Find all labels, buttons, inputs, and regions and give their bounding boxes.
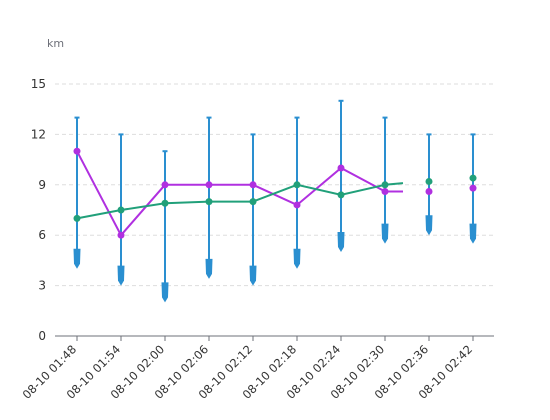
series-lines: [73, 147, 477, 239]
range-arrowhead: [249, 265, 257, 286]
purple-series-point: [117, 231, 125, 239]
y-axis-label: km: [47, 37, 64, 50]
range-arrowhead: [469, 223, 477, 244]
range-arrows: [73, 99, 477, 303]
purple-series-point: [293, 201, 301, 209]
purple-series-point: [205, 181, 213, 189]
y-tick-label: 15: [31, 77, 46, 91]
green-series-point: [337, 191, 345, 199]
y-tick-label: 6: [38, 228, 46, 242]
grid-lines: [55, 83, 494, 287]
y-tick-label: 3: [38, 279, 46, 293]
y-tick-label: 0: [38, 329, 46, 343]
purple-series-point: [381, 188, 389, 196]
green-series-point: [293, 181, 301, 189]
green-series-point: [117, 206, 125, 214]
green-series-point: [205, 198, 213, 206]
green-series-point: [469, 174, 477, 182]
axes: [55, 335, 494, 341]
green-series-point: [73, 214, 81, 222]
range-arrowhead: [337, 232, 345, 252]
range-arrowhead: [161, 282, 169, 303]
y-tick-label: 9: [38, 178, 46, 192]
range-arrowhead: [117, 265, 125, 286]
purple-series-point: [249, 181, 257, 189]
green-series-point: [249, 198, 257, 206]
range-arrowhead: [205, 258, 213, 279]
purple-series-point: [73, 147, 81, 155]
green-series-point: [425, 177, 433, 185]
green-series-line: [76, 182, 404, 220]
purple-series-point: [337, 164, 345, 172]
y-tick-label: 12: [31, 127, 46, 141]
range-arrowhead: [73, 248, 81, 269]
range-arrowhead: [293, 248, 301, 269]
range-arrowhead: [425, 215, 433, 236]
green-series-point: [381, 181, 389, 189]
purple-series-point: [425, 188, 433, 196]
green-series-point: [161, 199, 169, 207]
range-arrowhead: [381, 223, 389, 244]
purple-series-point: [469, 184, 477, 192]
purple-series-point: [161, 181, 169, 189]
purple-series-line: [76, 150, 403, 237]
